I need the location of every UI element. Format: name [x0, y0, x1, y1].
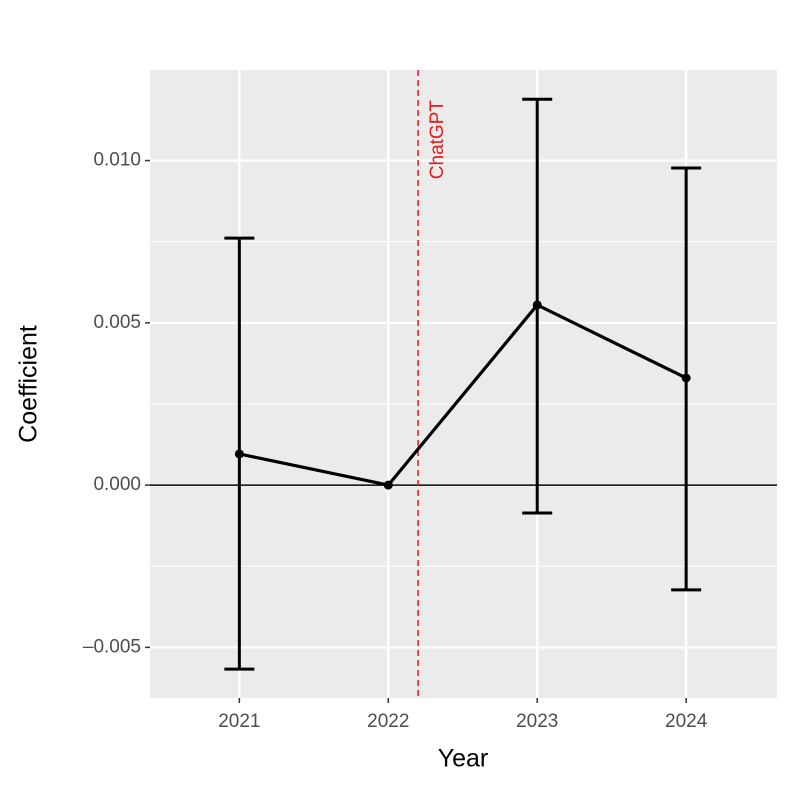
y-tick-label: 0.000	[93, 474, 141, 495]
x-tick-label: 2024	[665, 711, 708, 732]
reference-label: ChatGPT	[427, 100, 448, 180]
x-tick-label: 2023	[516, 711, 558, 732]
y-tick-label: 0.005	[93, 312, 141, 333]
x-axis-title: Year	[438, 745, 489, 773]
point	[532, 300, 542, 310]
y-tick-label: 0.010	[93, 150, 141, 171]
point	[681, 373, 691, 383]
x-tick-label: 2022	[367, 711, 409, 732]
point	[234, 449, 244, 459]
x-tick-label: 2021	[218, 711, 260, 732]
panel-background	[150, 70, 777, 698]
line	[239, 302, 687, 487]
point	[383, 480, 393, 490]
y-axis-title: Coefficient	[15, 325, 43, 443]
y-tick-label: –0.005	[83, 636, 141, 657]
